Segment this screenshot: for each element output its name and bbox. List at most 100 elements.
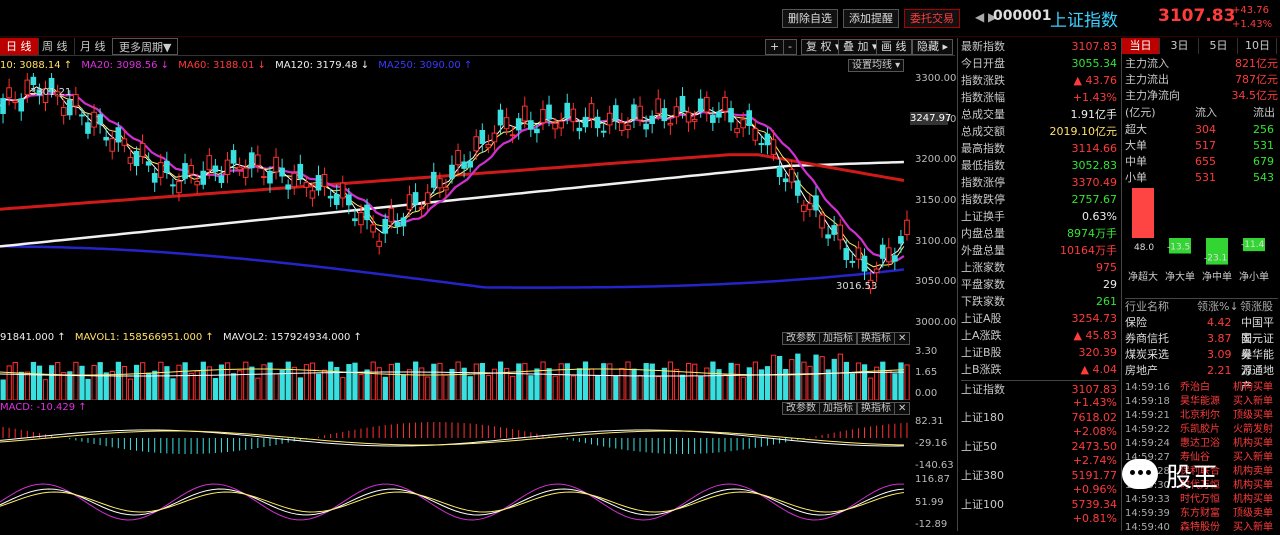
tick-cell: 买入新单 — [1233, 396, 1273, 407]
tick-row[interactable]: 14:59:40 森特股份 买入新单 — [1125, 521, 1280, 535]
macd-add-indicator[interactable]: 加指标 — [819, 402, 857, 415]
axis-label: 3100.00 — [915, 235, 957, 247]
index-row[interactable]: 上证指数 3107.83 — [961, 380, 1119, 397]
tab-daily[interactable]: 日 线 — [0, 38, 39, 55]
draw-line-button[interactable]: 画 线 — [876, 39, 912, 55]
quote-row: 最低指数 3052.83 — [961, 157, 1119, 174]
tick-cell: 14:59:33 — [1125, 494, 1170, 505]
candle-body — [734, 128, 740, 134]
tab-3day[interactable]: 3日 — [1161, 38, 1199, 54]
candle-body — [825, 234, 831, 239]
volume-bar — [886, 370, 892, 400]
axis-label: 82.31 — [915, 416, 944, 427]
candle-body — [606, 112, 613, 126]
close-icon[interactable]: ✕ — [894, 332, 911, 345]
close-icon[interactable]: ✕ — [894, 402, 911, 415]
zoom-in-button[interactable]: + — [765, 39, 785, 55]
sector-row[interactable]: 券商信托 3.87 国元证券 — [1125, 331, 1278, 361]
prev-next-arrows[interactable]: ◀ ▶ — [975, 10, 998, 24]
volume-bar — [473, 363, 479, 400]
adjust-dropdown[interactable]: 复 权 ▾ — [801, 39, 846, 55]
tick-row[interactable]: 14:59:16 乔治白 机构买单 — [1125, 381, 1280, 395]
volume-bar — [346, 364, 352, 400]
volume-bar — [358, 374, 364, 400]
candle-body — [194, 180, 200, 186]
candle-body — [242, 167, 249, 178]
candle-body — [722, 96, 728, 112]
tick-row[interactable]: 14:59:33 时代万恒 机构买单 — [1125, 493, 1280, 507]
flow-cell: 531 — [1253, 139, 1274, 152]
candle-body — [473, 136, 480, 152]
quote-value: 3052.83 — [1071, 159, 1118, 172]
volume-bar — [425, 376, 431, 400]
candle-body — [346, 194, 352, 206]
sector-row[interactable]: 房地产 2.21 万通地产 — [1125, 363, 1278, 393]
quote-row: 下跌家数 261 — [961, 293, 1119, 310]
volume-bar — [79, 365, 85, 400]
candle-body — [576, 127, 583, 132]
zoom-out-button[interactable]: - — [783, 39, 797, 55]
vol-edit-params[interactable]: 改参数 — [782, 332, 820, 345]
macd-switch-indicator[interactable]: 换指标 — [857, 402, 895, 415]
index-row[interactable]: 上证380 5191.77 — [961, 467, 1119, 484]
candle-body — [285, 184, 291, 190]
flow-label: 主力流入 — [1125, 57, 1169, 70]
vol-switch-indicator[interactable]: 换指标 — [857, 332, 895, 345]
quote-value: +1.43% — [1072, 91, 1117, 104]
add-alert-button[interactable]: 添加提醒 — [843, 9, 899, 28]
tick-row[interactable]: 14:59:27 寿仙谷 买入新单 — [1125, 451, 1280, 465]
remove-watchlist-button[interactable]: 删除自选 — [782, 9, 838, 28]
mavol2-line — [0, 371, 904, 377]
volume-bar — [279, 369, 285, 400]
candle-body — [437, 178, 443, 189]
quote-row: 上涨家数 975 — [961, 259, 1119, 276]
net-flow-value: -11.4 — [1241, 240, 1265, 250]
sector-cell: 房地产 — [1125, 364, 1158, 377]
volume-bar — [18, 371, 24, 400]
tick-cell: 顶级买单 — [1233, 410, 1273, 421]
index-row[interactable]: 上证50 2473.50 — [961, 438, 1119, 455]
index-pct: +0.96% — [1072, 483, 1117, 496]
tick-row[interactable]: 14:59:24 惠达卫浴 机构买单 — [1125, 437, 1280, 451]
tick-row[interactable]: 14:59:22 乐凯胶片 火箭发射 — [1125, 423, 1280, 437]
tab-10day[interactable]: 10日 — [1239, 38, 1277, 54]
candle-body — [497, 109, 504, 126]
index-row[interactable]: 上证180 7618.02 — [961, 409, 1119, 426]
volume-bar — [588, 368, 595, 400]
tick-cell: 北京利尔 — [1180, 410, 1220, 421]
volume-bar — [686, 362, 692, 400]
overlay-dropdown[interactable]: 叠 加 ▾ — [838, 39, 883, 55]
axis-label: 3000.00 — [915, 317, 957, 328]
volume-bar — [285, 361, 291, 400]
ma-settings-button[interactable]: 设置均线 ▾ — [848, 59, 905, 72]
candlestick-chart[interactable] — [0, 73, 910, 329]
candle-body — [206, 155, 213, 171]
tab-monthly[interactable]: 月 线 — [74, 38, 113, 55]
hide-button[interactable]: 隐藏 ▸ — [912, 39, 954, 55]
tab-weekly[interactable]: 周 线 — [36, 38, 75, 55]
tab-5day[interactable]: 5日 — [1200, 38, 1238, 54]
tab-today[interactable]: 当日 — [1122, 38, 1160, 54]
tick-row[interactable]: 14:59:21 北京利尔 顶级买单 — [1125, 409, 1280, 423]
volume-bar — [182, 362, 188, 400]
order-trade-button[interactable]: 委托交易 — [904, 9, 960, 28]
index-row[interactable]: 上证100 5739.34 — [961, 496, 1119, 513]
candle-body — [649, 115, 655, 124]
candle-body — [327, 195, 334, 199]
macd-edit-params[interactable]: 改参数 — [782, 402, 820, 415]
top-bar: 删除自选 添加提醒 委托交易 ◀ ▶ 000001 上证指数 3107.83 +… — [0, 0, 1280, 37]
candle-body — [370, 224, 376, 233]
stock-code: 000001 — [993, 8, 1052, 24]
volume-bar — [504, 367, 510, 400]
vol-add-indicator[interactable]: 加指标 — [819, 332, 857, 345]
tick-cell: 寿仙谷 — [1180, 452, 1210, 463]
tick-row[interactable]: 14:59:39 东方财富 顶级卖单 — [1125, 507, 1280, 521]
tick-row[interactable]: 14:59:18 昊华能源 买入新单 — [1125, 395, 1280, 409]
quote-row: 总成交额 2019.10亿元 — [961, 123, 1119, 140]
tab-more-periods[interactable]: 更多周期▼ — [112, 38, 179, 55]
sector-row[interactable]: 煤炭采选 3.09 昊华能源 — [1125, 347, 1278, 377]
candle-body — [103, 136, 109, 141]
volume-bar — [61, 372, 67, 400]
volume-bar — [722, 374, 728, 400]
sector-row[interactable]: 保险 4.42 中国平安 — [1125, 315, 1278, 345]
